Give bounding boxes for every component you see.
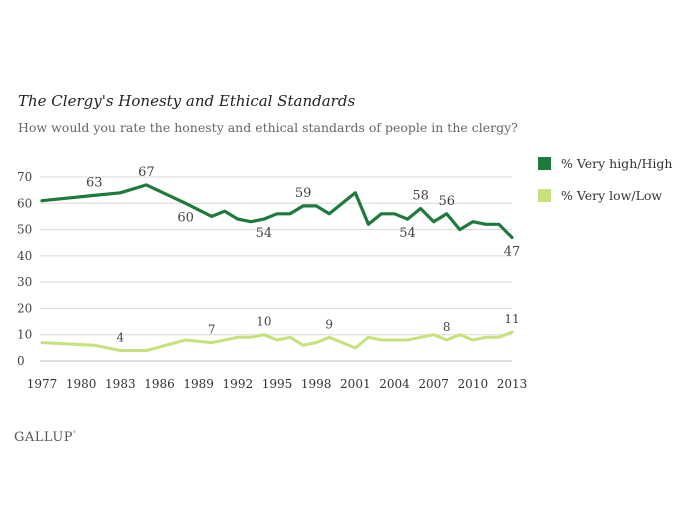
data-label: 67 xyxy=(138,165,155,180)
x-tick-label: 2013 xyxy=(497,377,528,391)
data-label: 10 xyxy=(256,315,271,329)
data-label: 4 xyxy=(117,330,125,344)
x-tick-label: 1986 xyxy=(144,377,175,391)
x-tick-label: 2007 xyxy=(418,377,449,391)
y-tick-label: 30 xyxy=(17,275,32,289)
x-tick-label: 1977 xyxy=(27,377,58,391)
chart-title: The Clergy's Honesty and Ethical Standar… xyxy=(18,92,356,110)
series-line-very-low-low xyxy=(40,330,514,352)
x-tick-label: 1989 xyxy=(183,377,214,391)
y-tick-label: 60 xyxy=(17,196,32,210)
data-label: 9 xyxy=(325,317,333,331)
x-tick-label: 2010 xyxy=(458,377,489,391)
x-tick-label: 2004 xyxy=(379,377,410,391)
data-label: 63 xyxy=(86,175,103,190)
data-label: 58 xyxy=(412,189,429,204)
y-tick-label: 70 xyxy=(17,170,32,184)
data-label: 60 xyxy=(177,210,194,225)
x-tick-label: 1983 xyxy=(105,377,136,391)
legend-swatch-high xyxy=(538,157,551,170)
legend-label-high: % Very high/High xyxy=(561,156,673,171)
data-label: 56 xyxy=(438,194,455,209)
chart-subtitle: How would you rate the honesty and ethic… xyxy=(18,120,518,135)
series-line-very-high-high xyxy=(40,183,514,240)
y-tick-label: 0 xyxy=(17,354,25,368)
legend-swatch-low xyxy=(538,189,551,202)
series xyxy=(40,183,514,352)
y-tick-label: 10 xyxy=(17,328,32,342)
y-tick-label: 40 xyxy=(17,249,32,263)
x-tick-label: 1995 xyxy=(262,377,293,391)
data-label: 7 xyxy=(208,323,216,337)
data-label: 11 xyxy=(504,312,519,326)
legend-item-low: % Very low/Low xyxy=(538,188,662,203)
legend-item-high: % Very high/High xyxy=(538,156,672,171)
x-tick-label: 1980 xyxy=(66,377,97,391)
legend-label-low: % Very low/Low xyxy=(561,188,663,203)
data-label: 8 xyxy=(443,320,451,334)
y-tick-label: 50 xyxy=(17,223,32,237)
data-label: 59 xyxy=(295,186,312,201)
data-label: 47 xyxy=(504,244,521,259)
x-tick-label: 2001 xyxy=(340,377,371,391)
gallup-logo: GALLUP° xyxy=(14,430,77,445)
data-label: 54 xyxy=(256,226,273,241)
x-tick-label: 1998 xyxy=(301,377,332,391)
data-label: 54 xyxy=(399,226,416,241)
x-tick-label: 1992 xyxy=(223,377,254,391)
y-tick-label: 20 xyxy=(17,301,32,315)
axes: 0 10 20 30 40 50 60 70 1977 1980 1983 1986 1989 1992 1… xyxy=(17,170,527,391)
